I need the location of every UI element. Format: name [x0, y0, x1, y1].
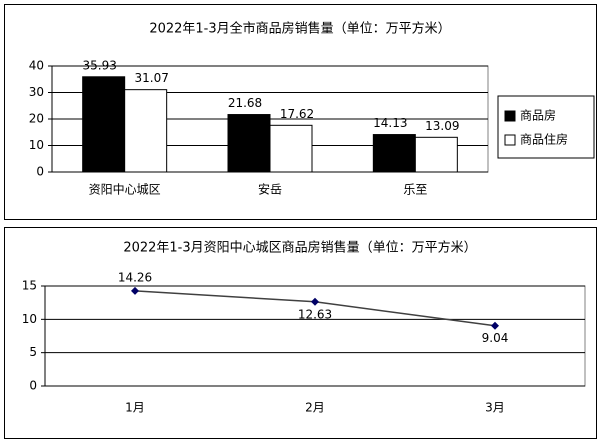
- data-label: 14.13: [373, 116, 407, 130]
- bar: [372, 134, 416, 173]
- chart-title: 2022年1-3月资阳中心城区商品房销售量（单位：万平方米）: [123, 240, 476, 256]
- legend-box: [497, 95, 595, 159]
- data-label: 35.93: [82, 58, 116, 72]
- chart-title: 2022年1-3月全市商品房销售量（单位：万平方米）: [149, 21, 450, 37]
- marker: [491, 321, 499, 330]
- data-label: 31.07: [134, 71, 168, 85]
- bar: [82, 76, 126, 173]
- bar: [269, 124, 313, 173]
- legend-swatch: [504, 134, 516, 146]
- y-tick-label: 40: [29, 59, 44, 73]
- x-tick-label: 3月: [485, 401, 505, 415]
- y-tick-label: 30: [29, 85, 44, 99]
- data-label: 9.04: [482, 331, 509, 345]
- y-tick-label: 15: [22, 279, 37, 293]
- data-label: 17.62: [280, 107, 314, 121]
- marker: [311, 297, 319, 306]
- y-tick-label: 10: [22, 312, 37, 326]
- x-tick-label: 1月: [125, 401, 145, 415]
- data-label: 13.09: [425, 119, 459, 133]
- y-tick-label: 20: [29, 112, 44, 126]
- y-tick-label: 5: [29, 345, 37, 359]
- bar: [414, 136, 458, 173]
- x-tick-label: 2月: [305, 401, 325, 415]
- x-tick-label: 安岳: [258, 182, 282, 197]
- x-tick-label: 乐至: [403, 183, 427, 197]
- data-label: 14.26: [118, 270, 152, 284]
- legend-label: 商品住房: [520, 132, 568, 147]
- bar: [227, 114, 271, 173]
- marker: [131, 286, 139, 295]
- y-tick-label: 0: [36, 165, 44, 179]
- data-label: 12.63: [298, 307, 332, 321]
- legend-swatch: [504, 110, 516, 122]
- bar: [124, 89, 168, 173]
- y-tick-label: 0: [29, 379, 37, 393]
- data-label: 21.68: [228, 96, 262, 110]
- x-tick-label: 资阳中心城区: [89, 182, 161, 197]
- legend-label: 商品房: [520, 108, 556, 123]
- y-tick-label: 10: [29, 138, 44, 152]
